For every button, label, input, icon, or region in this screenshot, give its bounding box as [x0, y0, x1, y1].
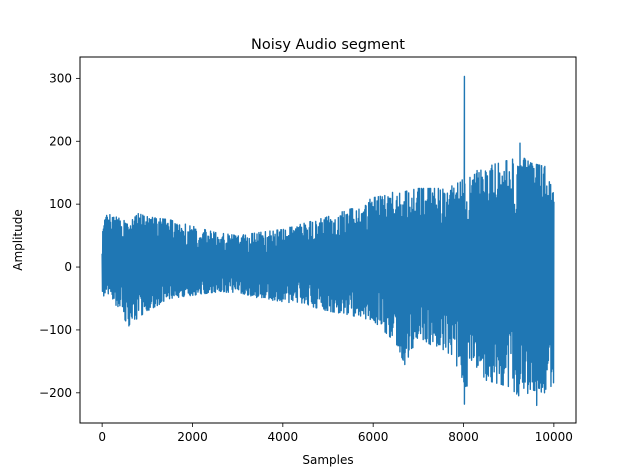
- chart-title: Noisy Audio segment: [251, 37, 405, 53]
- audio-signal-line: [101, 75, 555, 407]
- series-layer: [101, 75, 555, 407]
- y-axis-ticks: −200 −100 0 100 200 300: [39, 71, 80, 400]
- x-tick-label: 8000: [448, 430, 479, 444]
- x-axis-label: Samples: [302, 453, 353, 467]
- y-axis-label: Amplitude: [11, 209, 25, 271]
- y-tick-label: 100: [49, 197, 72, 211]
- plot-area: [79, 56, 577, 424]
- y-tick-label: −200: [39, 386, 72, 400]
- y-tick-label: 200: [49, 134, 72, 148]
- x-axis-ticks: 0 2000 4000 6000 8000 10000: [98, 423, 573, 444]
- x-tick-label: 10000: [535, 430, 573, 444]
- x-tick-label: 4000: [268, 430, 299, 444]
- y-tick-label: 0: [64, 260, 72, 274]
- y-tick-label: 300: [49, 71, 72, 85]
- axes-frame: [79, 56, 577, 424]
- x-tick-label: 6000: [358, 430, 389, 444]
- y-tick-label: −100: [39, 323, 72, 337]
- x-tick-label: 0: [98, 430, 106, 444]
- x-tick-label: 2000: [177, 430, 208, 444]
